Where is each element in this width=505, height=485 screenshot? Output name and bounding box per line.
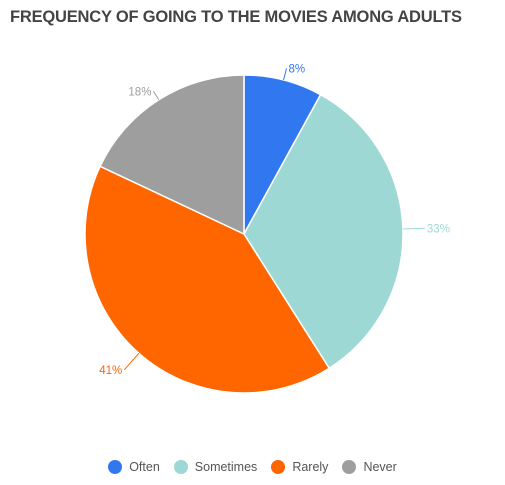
- chart-title: FREQUENCY OF GOING TO THE MOVIES AMONG A…: [10, 8, 462, 26]
- legend-swatch-rarely: [271, 460, 286, 474]
- pie-slice-never[interactable]: [99, 74, 245, 236]
- pie-chart: 8% 33% 41% 18%: [84, 63, 450, 394]
- legend-item-never[interactable]: Never: [342, 460, 397, 474]
- legend-item-sometimes[interactable]: Sometimes: [173, 460, 258, 474]
- legend-item-rarely[interactable]: Rarely: [271, 460, 328, 474]
- legend-label-rarely: Rarely: [292, 460, 329, 474]
- chart-legend: Often Sometimes Rarely Never: [0, 456, 505, 478]
- legend-label-sometimes: Sometimes: [194, 460, 258, 474]
- legend-item-often[interactable]: Often: [108, 460, 160, 474]
- legend-swatch-often: [108, 460, 123, 474]
- leader-line-rarely: [123, 352, 140, 371]
- leader-line-sometimes: [402, 227, 425, 230]
- pie-slice-rarely[interactable]: [84, 165, 331, 394]
- data-label-sometimes: 33%: [427, 223, 450, 235]
- legend-label-never: Never: [363, 460, 397, 474]
- leader-line-often: [283, 68, 288, 81]
- data-label-rarely: 41%: [99, 365, 122, 377]
- data-label-never: 18%: [128, 86, 151, 98]
- legend-label-often: Often: [129, 460, 160, 474]
- data-label-often: 8%: [289, 63, 306, 75]
- legend-swatch-sometimes: [173, 460, 188, 474]
- leader-line-never: [153, 91, 160, 101]
- legend-swatch-never: [342, 460, 357, 474]
